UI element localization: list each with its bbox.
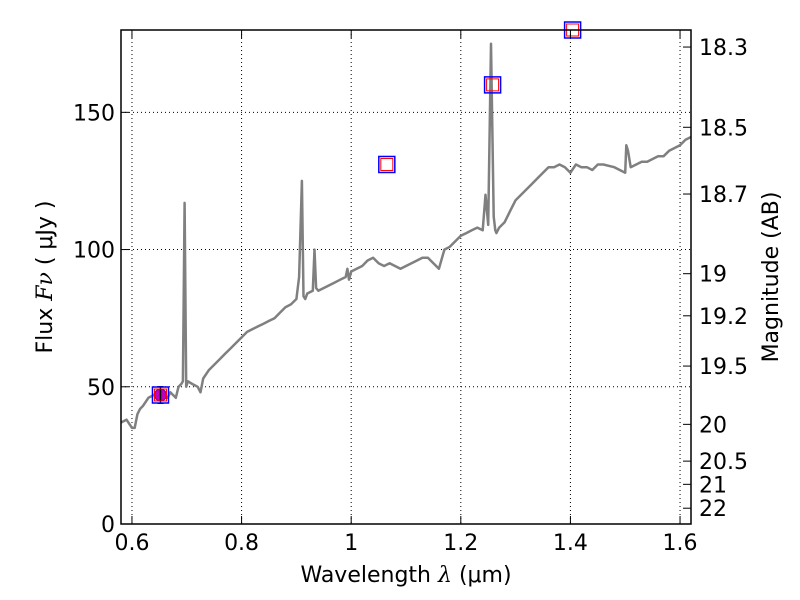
mag-tick-label: 22	[699, 497, 727, 522]
y-axis-title: Flux Fν ( μJy )	[33, 200, 58, 353]
spectrum-line	[120, 42, 692, 430]
photometry-square-blue	[151, 386, 170, 404]
x-axis-title: Wavelength λ (μm)	[300, 563, 511, 588]
x-tick-label: 1.4	[553, 531, 588, 556]
mag-tick-label: 18.7	[699, 183, 748, 208]
mag-tick-label: 21	[699, 473, 727, 498]
photometry-point	[378, 155, 396, 174]
x-tick-label: 1.6	[663, 531, 698, 556]
photometry-square-blue	[483, 76, 502, 94]
x-tick-label: 0.8	[224, 531, 259, 556]
mag-tick-label: 19.2	[699, 305, 748, 330]
mag-tick-label: 18.5	[699, 116, 748, 141]
ticks: 0.6 0.8 1 1.2 1.4 1.6 0 50 100 150 18.3 18.5 18.7 19 1…	[73, 30, 748, 556]
x-tick-label: 0.6	[114, 531, 149, 556]
y-tick-label: 150	[73, 101, 115, 126]
photometry-square-red	[486, 78, 500, 92]
photometry-square-red	[153, 388, 167, 402]
right-axis-title: Magnitude (AB)	[759, 192, 784, 363]
mag-tick-label: 20	[699, 413, 727, 438]
mag-tick-label: 20.5	[699, 450, 748, 475]
y-tick-label: 50	[87, 376, 115, 401]
photometry-point	[483, 76, 502, 94]
y-tick-label: 0	[101, 513, 115, 538]
mag-tick-label: 19	[699, 263, 727, 288]
photometry-layer	[151, 21, 582, 404]
y-tick-label: 100	[73, 239, 115, 264]
photometry-square-blue	[378, 155, 396, 174]
x-tick-label: 1.2	[443, 531, 478, 556]
photometry-point	[151, 386, 170, 404]
x-tick-label: 1	[344, 531, 358, 556]
mag-tick-label: 19.5	[699, 355, 748, 380]
plot-frame	[120, 29, 692, 525]
spectrum-layer	[120, 42, 692, 430]
mag-tick-label: 18.3	[699, 36, 748, 61]
grid	[121, 30, 691, 524]
photometry-square-red	[380, 157, 394, 171]
